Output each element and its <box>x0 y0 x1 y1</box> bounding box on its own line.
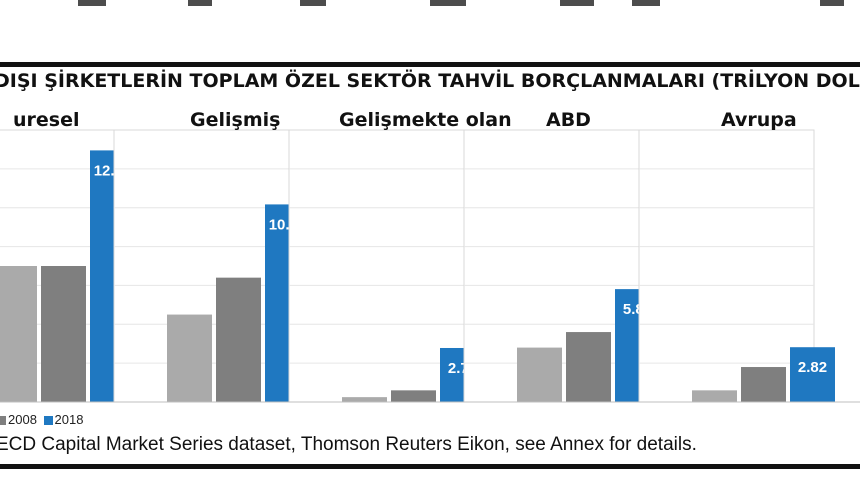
legend-item-2018: 2018 <box>43 412 84 427</box>
top-rule <box>0 62 860 67</box>
panel-label-k-resel: uresel <box>13 109 80 131</box>
bar-avrupa-2008 <box>741 367 786 402</box>
panel-frame <box>288 129 465 403</box>
bar-geli-mi--2000 <box>167 314 212 402</box>
bar-avrupa-2018 <box>790 347 835 402</box>
bottom-rule <box>0 464 860 469</box>
panel-label-abd: ABD <box>546 109 591 131</box>
panel-label-avrupa: Avrupa <box>721 109 797 131</box>
source-note: ECD Capital Market Series dataset, Thoms… <box>0 434 697 455</box>
legend-swatch-2008 <box>0 416 6 426</box>
chart-title: DIŞI ŞİRKETLERİN TOPLAM ÖZEL SEKTÖR TAHV… <box>0 70 860 92</box>
bar-k-resel-2008 <box>41 266 86 402</box>
value-label-avrupa-2018: 2.82 <box>798 359 827 376</box>
chart-legend: 2008 2018 <box>0 412 89 427</box>
panel-label-geli-mi-: Gelişmiş <box>190 109 280 131</box>
bar-abd-2008 <box>566 332 611 402</box>
bar-k-resel-2000 <box>0 266 37 402</box>
legend-label-2008: 2008 <box>8 412 37 427</box>
bar-abd-2000 <box>517 347 562 402</box>
bar-geli-mi--2008 <box>216 277 261 402</box>
legend-swatch-2018 <box>43 416 53 426</box>
bar-geli-mekte-olan-2000 <box>342 397 387 402</box>
bar-geli-mekte-olan-2008 <box>391 390 436 402</box>
bar-avrupa-2000 <box>692 390 737 402</box>
panel-label-geli-mekte-olan: Gelişmekte olan <box>339 109 512 131</box>
panel-frame <box>638 129 815 403</box>
top-edge-marks <box>0 0 860 6</box>
legend-label-2018: 2018 <box>54 412 84 427</box>
legend-item-2008: 2008 <box>0 412 37 427</box>
panel-avrupa: Avrupa 2.82 <box>638 109 835 403</box>
